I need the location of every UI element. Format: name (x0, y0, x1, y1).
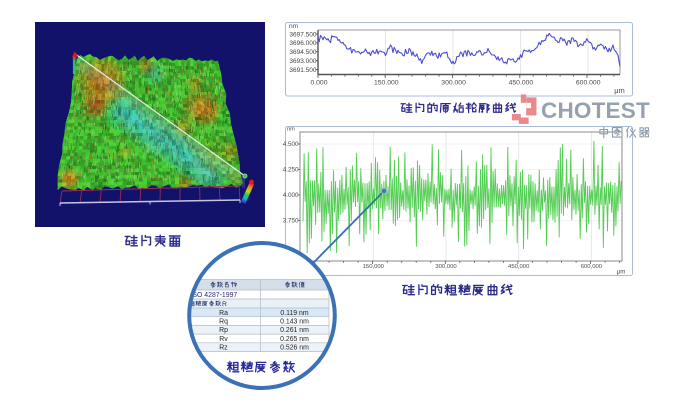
svg-text:0.143 nm: 0.143 nm (280, 318, 309, 325)
svg-text:0.261 nm: 0.261 nm (280, 327, 309, 334)
svg-text:0.119 nm: 0.119 nm (280, 310, 308, 317)
svg-text:4.000: 4.000 (283, 192, 299, 199)
svg-text:3696.000: 3696.000 (289, 40, 316, 47)
svg-text:0.000: 0.000 (310, 79, 327, 86)
svg-text:Rv: Rv (219, 336, 228, 343)
svg-text:4.250: 4.250 (283, 167, 299, 174)
svg-text:Rp: Rp (219, 327, 228, 334)
svg-text:ISO 4287-1997: ISO 4287-1997 (191, 292, 238, 299)
svg-text:3.750: 3.750 (283, 218, 299, 225)
svg-text:4.500: 4.500 (283, 141, 299, 148)
svg-text:μm: μm (614, 86, 625, 95)
svg-text:3697.500: 3697.500 (289, 31, 316, 38)
svg-text:450,000: 450,000 (508, 264, 530, 270)
svg-text:nm: nm (287, 126, 295, 132)
svg-text:3691.500: 3691.500 (289, 67, 316, 74)
svg-text:600.000: 600.000 (576, 79, 601, 86)
svg-text:0.526 nm: 0.526 nm (280, 345, 309, 352)
svg-text:150.000: 150.000 (374, 79, 399, 86)
svg-text:CHOTEST: CHOTEST (541, 98, 650, 123)
svg-text:R: R (222, 301, 227, 308)
svg-text:300,000: 300,000 (435, 264, 457, 270)
svg-text:nm: nm (289, 23, 299, 30)
svg-text:Rz: Rz (219, 345, 228, 352)
svg-text:Ra: Ra (219, 310, 228, 317)
svg-text:0.265 nm: 0.265 nm (280, 336, 309, 343)
svg-text:450.000: 450.000 (509, 79, 534, 86)
svg-text:3694.500: 3694.500 (289, 49, 316, 56)
svg-text:3693.000: 3693.000 (289, 58, 316, 65)
svg-text:μm: μm (617, 269, 626, 276)
svg-text:Rq: Rq (219, 318, 228, 325)
svg-text:150,000: 150,000 (363, 264, 385, 270)
svg-text:300.000: 300.000 (441, 79, 466, 86)
svg-text:600,000: 600,000 (581, 264, 603, 270)
